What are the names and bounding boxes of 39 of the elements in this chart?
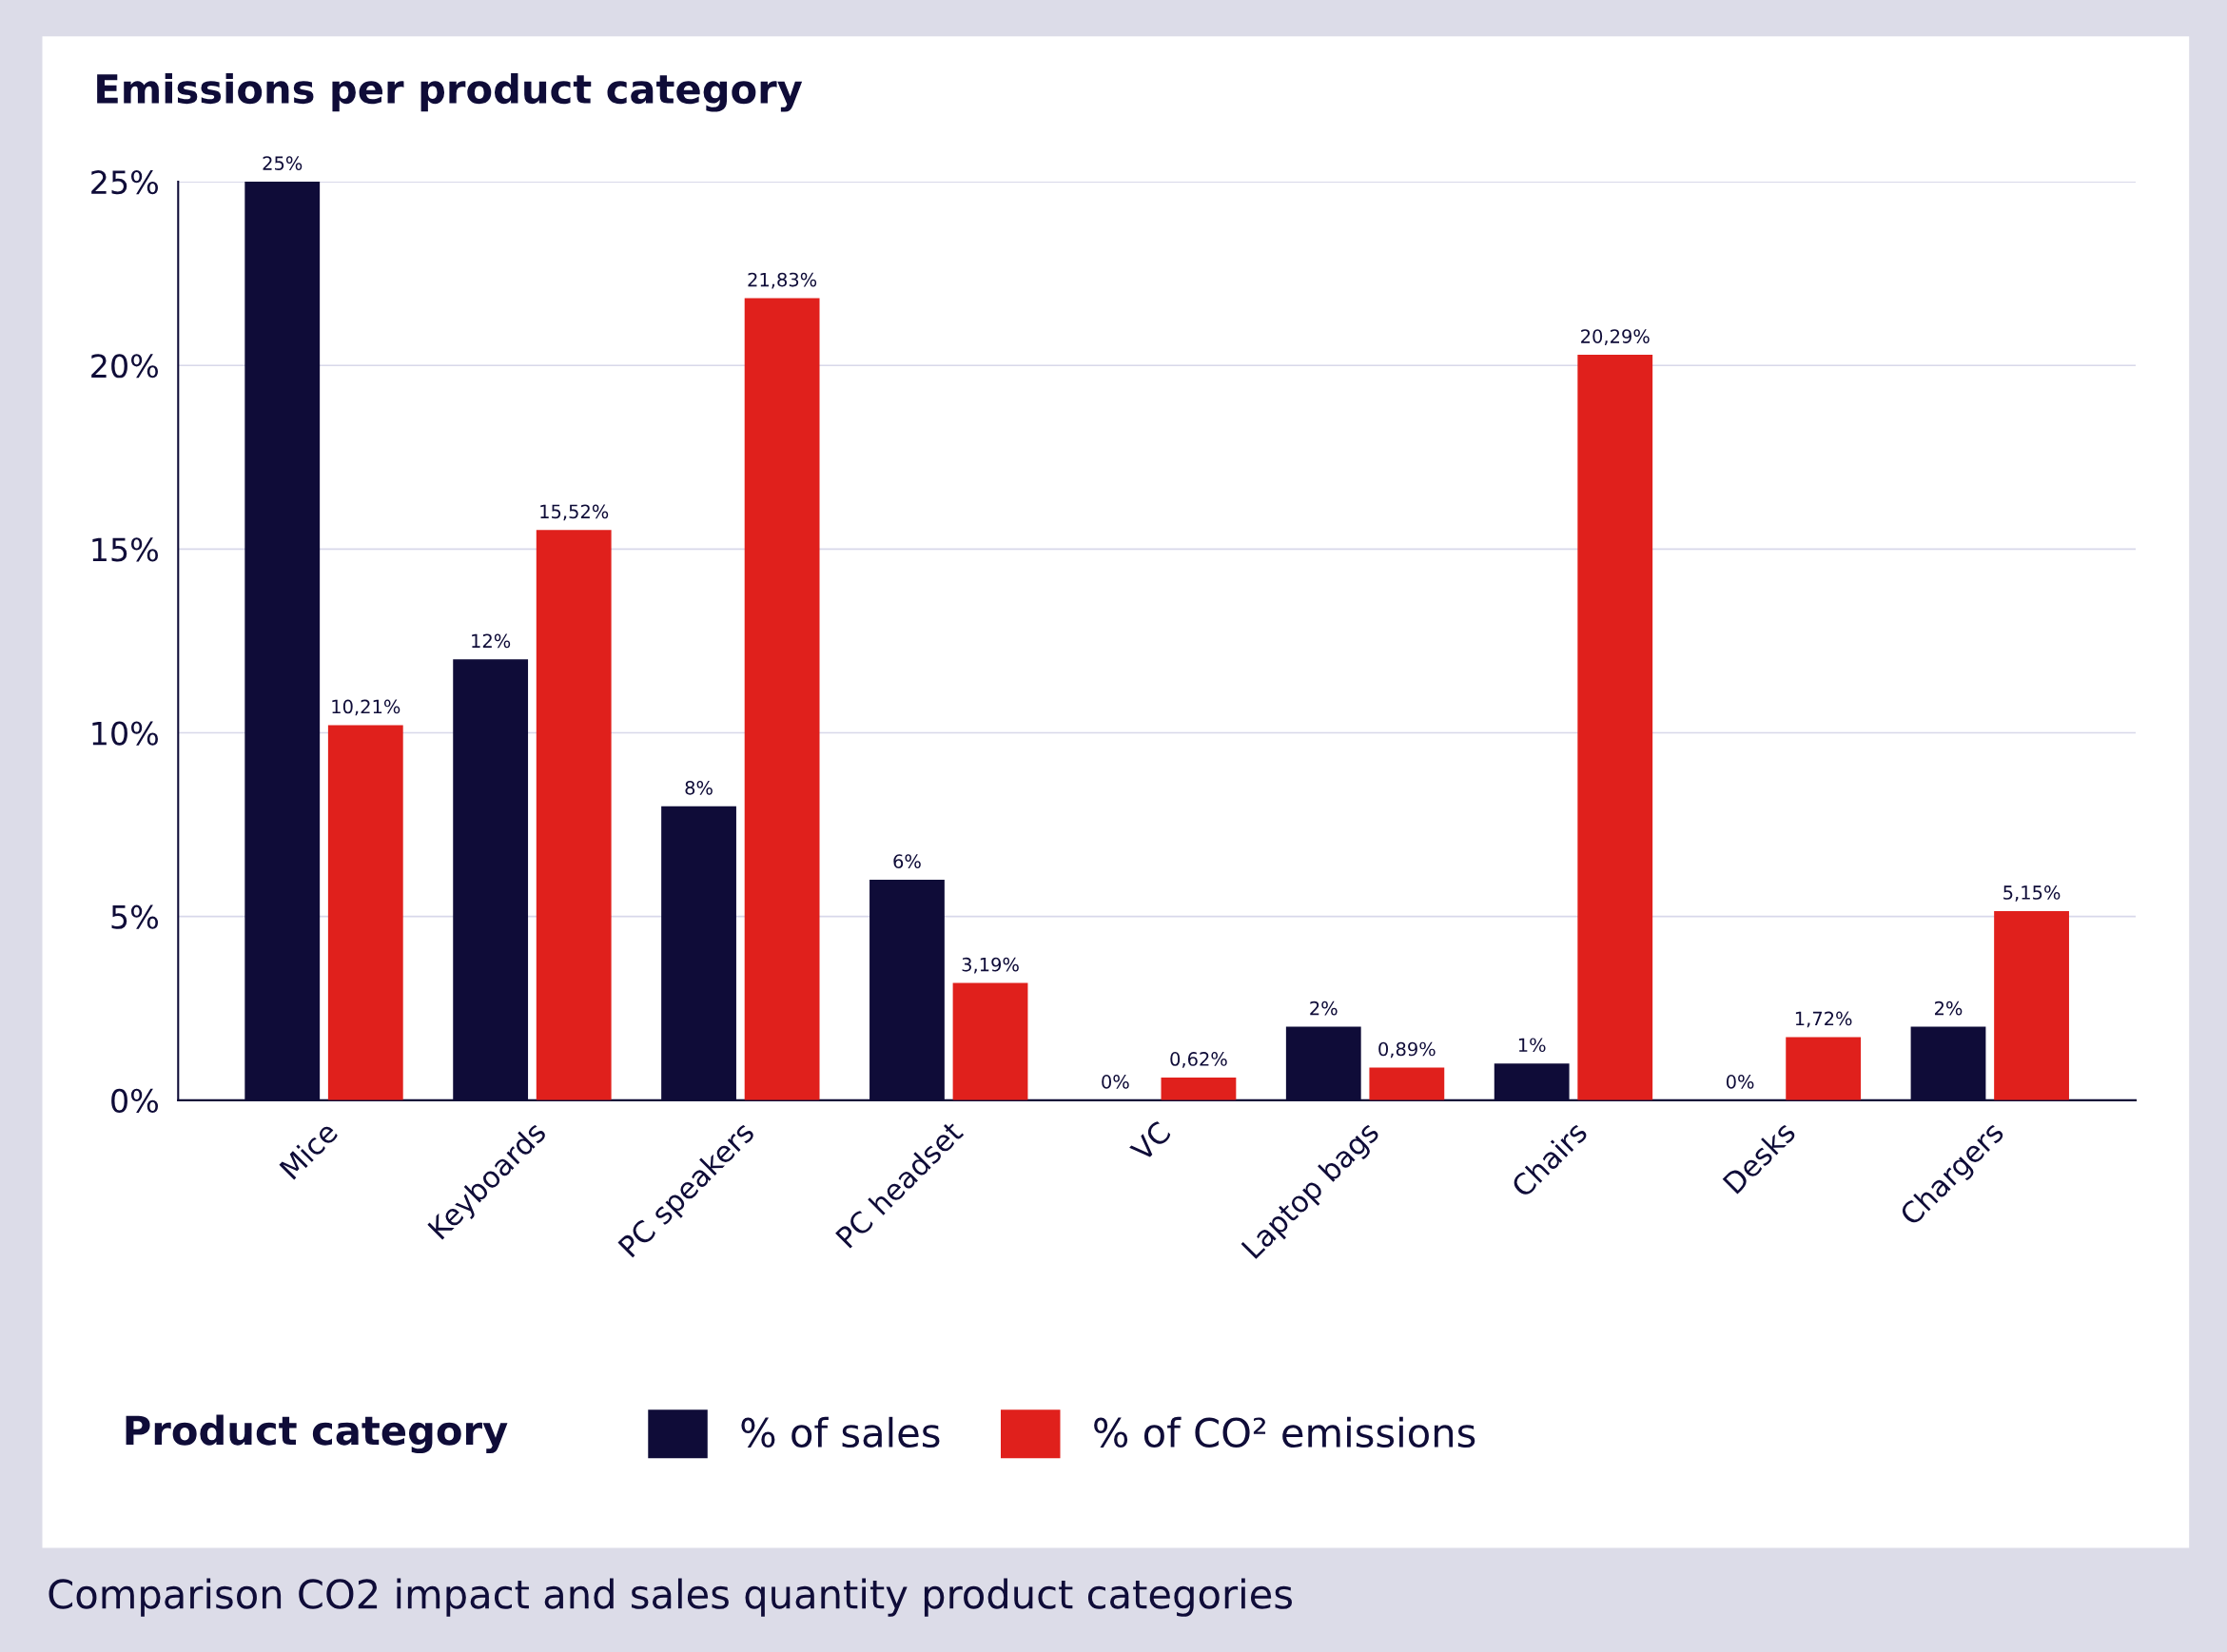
- data-label: 0%: [1102, 1075, 1129, 1089]
- data-label: 2%: [1935, 1001, 1963, 1016]
- bar: [1369, 1067, 1445, 1100]
- bar: [744, 298, 820, 1100]
- data-label: 6%: [893, 854, 921, 868]
- y-tick-label: 25%: [91, 169, 158, 195]
- data-label: 0,62%: [1170, 1052, 1227, 1068]
- bar: [536, 530, 612, 1100]
- data-label: 12%: [472, 633, 511, 649]
- bar: [952, 982, 1028, 1100]
- data-label: 2%: [1310, 1001, 1338, 1016]
- data-label: 20,29%: [1581, 329, 1650, 345]
- data-label: 0%: [1726, 1075, 1754, 1089]
- data-label: 0,89%: [1378, 1041, 1436, 1059]
- legend-label: % of CO² emissions: [1094, 1416, 1475, 1448]
- y-tick-label: 20%: [91, 354, 158, 379]
- bar: [327, 725, 403, 1100]
- bar: [1786, 1037, 1862, 1100]
- chart-title: Emissions per product category: [97, 72, 803, 112]
- data-label: 21,83%: [748, 272, 817, 289]
- data-label: 25%: [263, 156, 303, 170]
- data-label: 8%: [685, 780, 713, 795]
- y-tick-label: 15%: [92, 537, 158, 562]
- bar: [1994, 910, 2069, 1100]
- data-label: 10,21%: [332, 699, 400, 716]
- legend-title: Product category: [126, 1414, 508, 1454]
- data-label: 1%: [1518, 1038, 1546, 1053]
- text: Comparison CO2 impact and sales quantity product categories: [49, 1578, 1292, 1617]
- data-label: 1,72%: [1795, 1011, 1852, 1028]
- x-tick-label: VC: [1128, 1119, 1172, 1163]
- legend-label: % of sales: [741, 1416, 940, 1448]
- y-tick-label: 10%: [92, 721, 158, 746]
- data-label: 5,15%: [2003, 885, 2061, 902]
- bar: [1577, 355, 1653, 1100]
- y-tick-label: 5%: [111, 904, 158, 929]
- bar: [1161, 1077, 1237, 1100]
- data-label: 15,52%: [540, 504, 609, 521]
- data-label: 3,19%: [962, 957, 1019, 974]
- y-tick-label: 0%: [111, 1088, 158, 1113]
